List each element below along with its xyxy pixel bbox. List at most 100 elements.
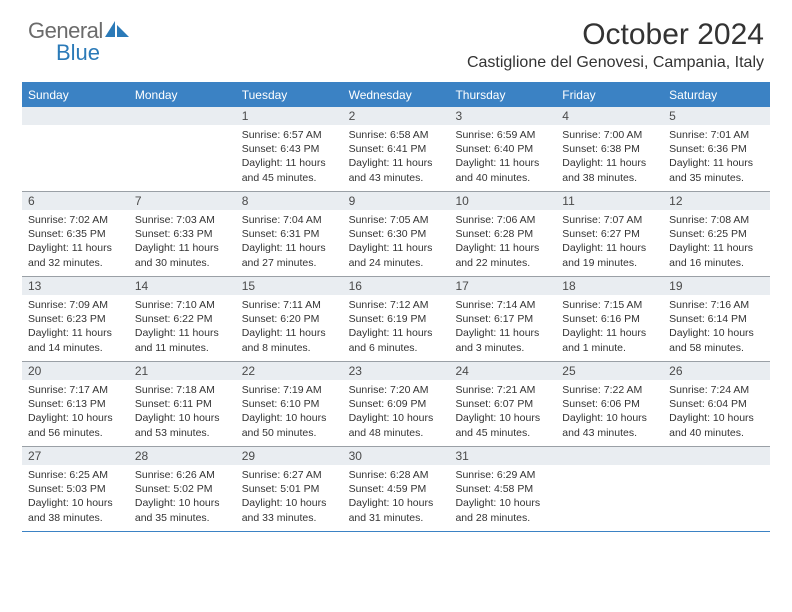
day-cell: 8Sunrise: 7:04 AMSunset: 6:31 PMDaylight… (236, 192, 343, 276)
logo-text-block: General Blue (28, 18, 131, 66)
day-cell: 20Sunrise: 7:17 AMSunset: 6:13 PMDayligh… (22, 362, 129, 446)
sunrise-text: Sunrise: 7:14 AM (455, 298, 550, 312)
day-number: 13 (22, 277, 129, 295)
sunrise-text: Sunrise: 7:22 AM (562, 383, 657, 397)
sunrise-text: Sunrise: 6:27 AM (242, 468, 337, 482)
logo-line2: Blue (56, 40, 131, 66)
day-cell: 26Sunrise: 7:24 AMSunset: 6:04 PMDayligh… (663, 362, 770, 446)
sunrise-text: Sunrise: 7:08 AM (669, 213, 764, 227)
title-block: October 2024 Castiglione del Genovesi, C… (467, 18, 764, 72)
sunset-text: Sunset: 6:11 PM (135, 397, 230, 411)
day-body: Sunrise: 7:08 AMSunset: 6:25 PMDaylight:… (663, 210, 770, 274)
daylight-text: Daylight: 11 hours and 27 minutes. (242, 241, 337, 269)
day-number: 17 (449, 277, 556, 295)
sunset-text: Sunset: 5:03 PM (28, 482, 123, 496)
sunrise-text: Sunrise: 7:01 AM (669, 128, 764, 142)
day-cell: 29Sunrise: 6:27 AMSunset: 5:01 PMDayligh… (236, 447, 343, 531)
daylight-text: Daylight: 10 hours and 53 minutes. (135, 411, 230, 439)
header: General Blue October 2024 Castiglione de… (0, 0, 792, 76)
sunrise-text: Sunrise: 7:00 AM (562, 128, 657, 142)
daylight-text: Daylight: 11 hours and 40 minutes. (455, 156, 550, 184)
daylight-text: Daylight: 11 hours and 38 minutes. (562, 156, 657, 184)
day-number: 28 (129, 447, 236, 465)
day-number: 27 (22, 447, 129, 465)
daylight-text: Daylight: 11 hours and 35 minutes. (669, 156, 764, 184)
daylight-text: Daylight: 11 hours and 14 minutes. (28, 326, 123, 354)
daylight-text: Daylight: 11 hours and 22 minutes. (455, 241, 550, 269)
week-row: 1Sunrise: 6:57 AMSunset: 6:43 PMDaylight… (22, 107, 770, 192)
sunset-text: Sunset: 6:17 PM (455, 312, 550, 326)
daylight-text: Daylight: 10 hours and 31 minutes. (349, 496, 444, 524)
day-cell: 22Sunrise: 7:19 AMSunset: 6:10 PMDayligh… (236, 362, 343, 446)
day-number: 23 (343, 362, 450, 380)
sunset-text: Sunset: 6:43 PM (242, 142, 337, 156)
sunset-text: Sunset: 6:27 PM (562, 227, 657, 241)
day-number: 16 (343, 277, 450, 295)
day-number: 8 (236, 192, 343, 210)
day-body: Sunrise: 7:03 AMSunset: 6:33 PMDaylight:… (129, 210, 236, 274)
daylight-text: Daylight: 10 hours and 38 minutes. (28, 496, 123, 524)
day-body: Sunrise: 7:19 AMSunset: 6:10 PMDaylight:… (236, 380, 343, 444)
day-number: 25 (556, 362, 663, 380)
day-number: 2 (343, 107, 450, 125)
sunset-text: Sunset: 6:10 PM (242, 397, 337, 411)
sunrise-text: Sunrise: 6:59 AM (455, 128, 550, 142)
day-number: 15 (236, 277, 343, 295)
sunrise-text: Sunrise: 7:05 AM (349, 213, 444, 227)
day-cell: 31Sunrise: 6:29 AMSunset: 4:58 PMDayligh… (449, 447, 556, 531)
daylight-text: Daylight: 11 hours and 3 minutes. (455, 326, 550, 354)
day-cell: 30Sunrise: 6:28 AMSunset: 4:59 PMDayligh… (343, 447, 450, 531)
day-cell: 14Sunrise: 7:10 AMSunset: 6:22 PMDayligh… (129, 277, 236, 361)
sunrise-text: Sunrise: 6:57 AM (242, 128, 337, 142)
dayhead-monday: Monday (129, 84, 236, 107)
dayhead-wednesday: Wednesday (343, 84, 450, 107)
day-cell: 9Sunrise: 7:05 AMSunset: 6:30 PMDaylight… (343, 192, 450, 276)
daylight-text: Daylight: 11 hours and 32 minutes. (28, 241, 123, 269)
day-number: 22 (236, 362, 343, 380)
day-body: Sunrise: 7:14 AMSunset: 6:17 PMDaylight:… (449, 295, 556, 359)
sunset-text: Sunset: 6:16 PM (562, 312, 657, 326)
sunset-text: Sunset: 6:07 PM (455, 397, 550, 411)
day-cell: 19Sunrise: 7:16 AMSunset: 6:14 PMDayligh… (663, 277, 770, 361)
day-cell: 25Sunrise: 7:22 AMSunset: 6:06 PMDayligh… (556, 362, 663, 446)
sunrise-text: Sunrise: 7:17 AM (28, 383, 123, 397)
sunset-text: Sunset: 6:09 PM (349, 397, 444, 411)
dayhead-thursday: Thursday (449, 84, 556, 107)
sunset-text: Sunset: 6:04 PM (669, 397, 764, 411)
sunrise-text: Sunrise: 7:12 AM (349, 298, 444, 312)
sunrise-text: Sunrise: 6:29 AM (455, 468, 550, 482)
day-number: 6 (22, 192, 129, 210)
day-number (22, 107, 129, 125)
sunset-text: Sunset: 6:30 PM (349, 227, 444, 241)
day-body: Sunrise: 7:11 AMSunset: 6:20 PMDaylight:… (236, 295, 343, 359)
day-cell: 1Sunrise: 6:57 AMSunset: 6:43 PMDaylight… (236, 107, 343, 191)
day-cell: 11Sunrise: 7:07 AMSunset: 6:27 PMDayligh… (556, 192, 663, 276)
week-row: 20Sunrise: 7:17 AMSunset: 6:13 PMDayligh… (22, 362, 770, 447)
day-body: Sunrise: 7:21 AMSunset: 6:07 PMDaylight:… (449, 380, 556, 444)
day-body: Sunrise: 7:04 AMSunset: 6:31 PMDaylight:… (236, 210, 343, 274)
day-cell: 17Sunrise: 7:14 AMSunset: 6:17 PMDayligh… (449, 277, 556, 361)
day-cell: 16Sunrise: 7:12 AMSunset: 6:19 PMDayligh… (343, 277, 450, 361)
day-body: Sunrise: 6:26 AMSunset: 5:02 PMDaylight:… (129, 465, 236, 529)
day-body: Sunrise: 6:25 AMSunset: 5:03 PMDaylight:… (22, 465, 129, 529)
sunset-text: Sunset: 5:02 PM (135, 482, 230, 496)
day-cell: 15Sunrise: 7:11 AMSunset: 6:20 PMDayligh… (236, 277, 343, 361)
sunrise-text: Sunrise: 7:20 AM (349, 383, 444, 397)
daylight-text: Daylight: 11 hours and 1 minute. (562, 326, 657, 354)
sunset-text: Sunset: 6:33 PM (135, 227, 230, 241)
daylight-text: Daylight: 11 hours and 45 minutes. (242, 156, 337, 184)
sunrise-text: Sunrise: 6:58 AM (349, 128, 444, 142)
day-cell: 7Sunrise: 7:03 AMSunset: 6:33 PMDaylight… (129, 192, 236, 276)
sunrise-text: Sunrise: 7:18 AM (135, 383, 230, 397)
daylight-text: Daylight: 10 hours and 40 minutes. (669, 411, 764, 439)
daylight-text: Daylight: 11 hours and 43 minutes. (349, 156, 444, 184)
day-cell: 27Sunrise: 6:25 AMSunset: 5:03 PMDayligh… (22, 447, 129, 531)
sunrise-text: Sunrise: 7:06 AM (455, 213, 550, 227)
day-cell: 21Sunrise: 7:18 AMSunset: 6:11 PMDayligh… (129, 362, 236, 446)
day-body: Sunrise: 7:00 AMSunset: 6:38 PMDaylight:… (556, 125, 663, 189)
sunrise-text: Sunrise: 7:02 AM (28, 213, 123, 227)
day-body: Sunrise: 7:17 AMSunset: 6:13 PMDaylight:… (22, 380, 129, 444)
weeks-container: 1Sunrise: 6:57 AMSunset: 6:43 PMDaylight… (22, 107, 770, 532)
day-number: 10 (449, 192, 556, 210)
sunset-text: Sunset: 6:25 PM (669, 227, 764, 241)
